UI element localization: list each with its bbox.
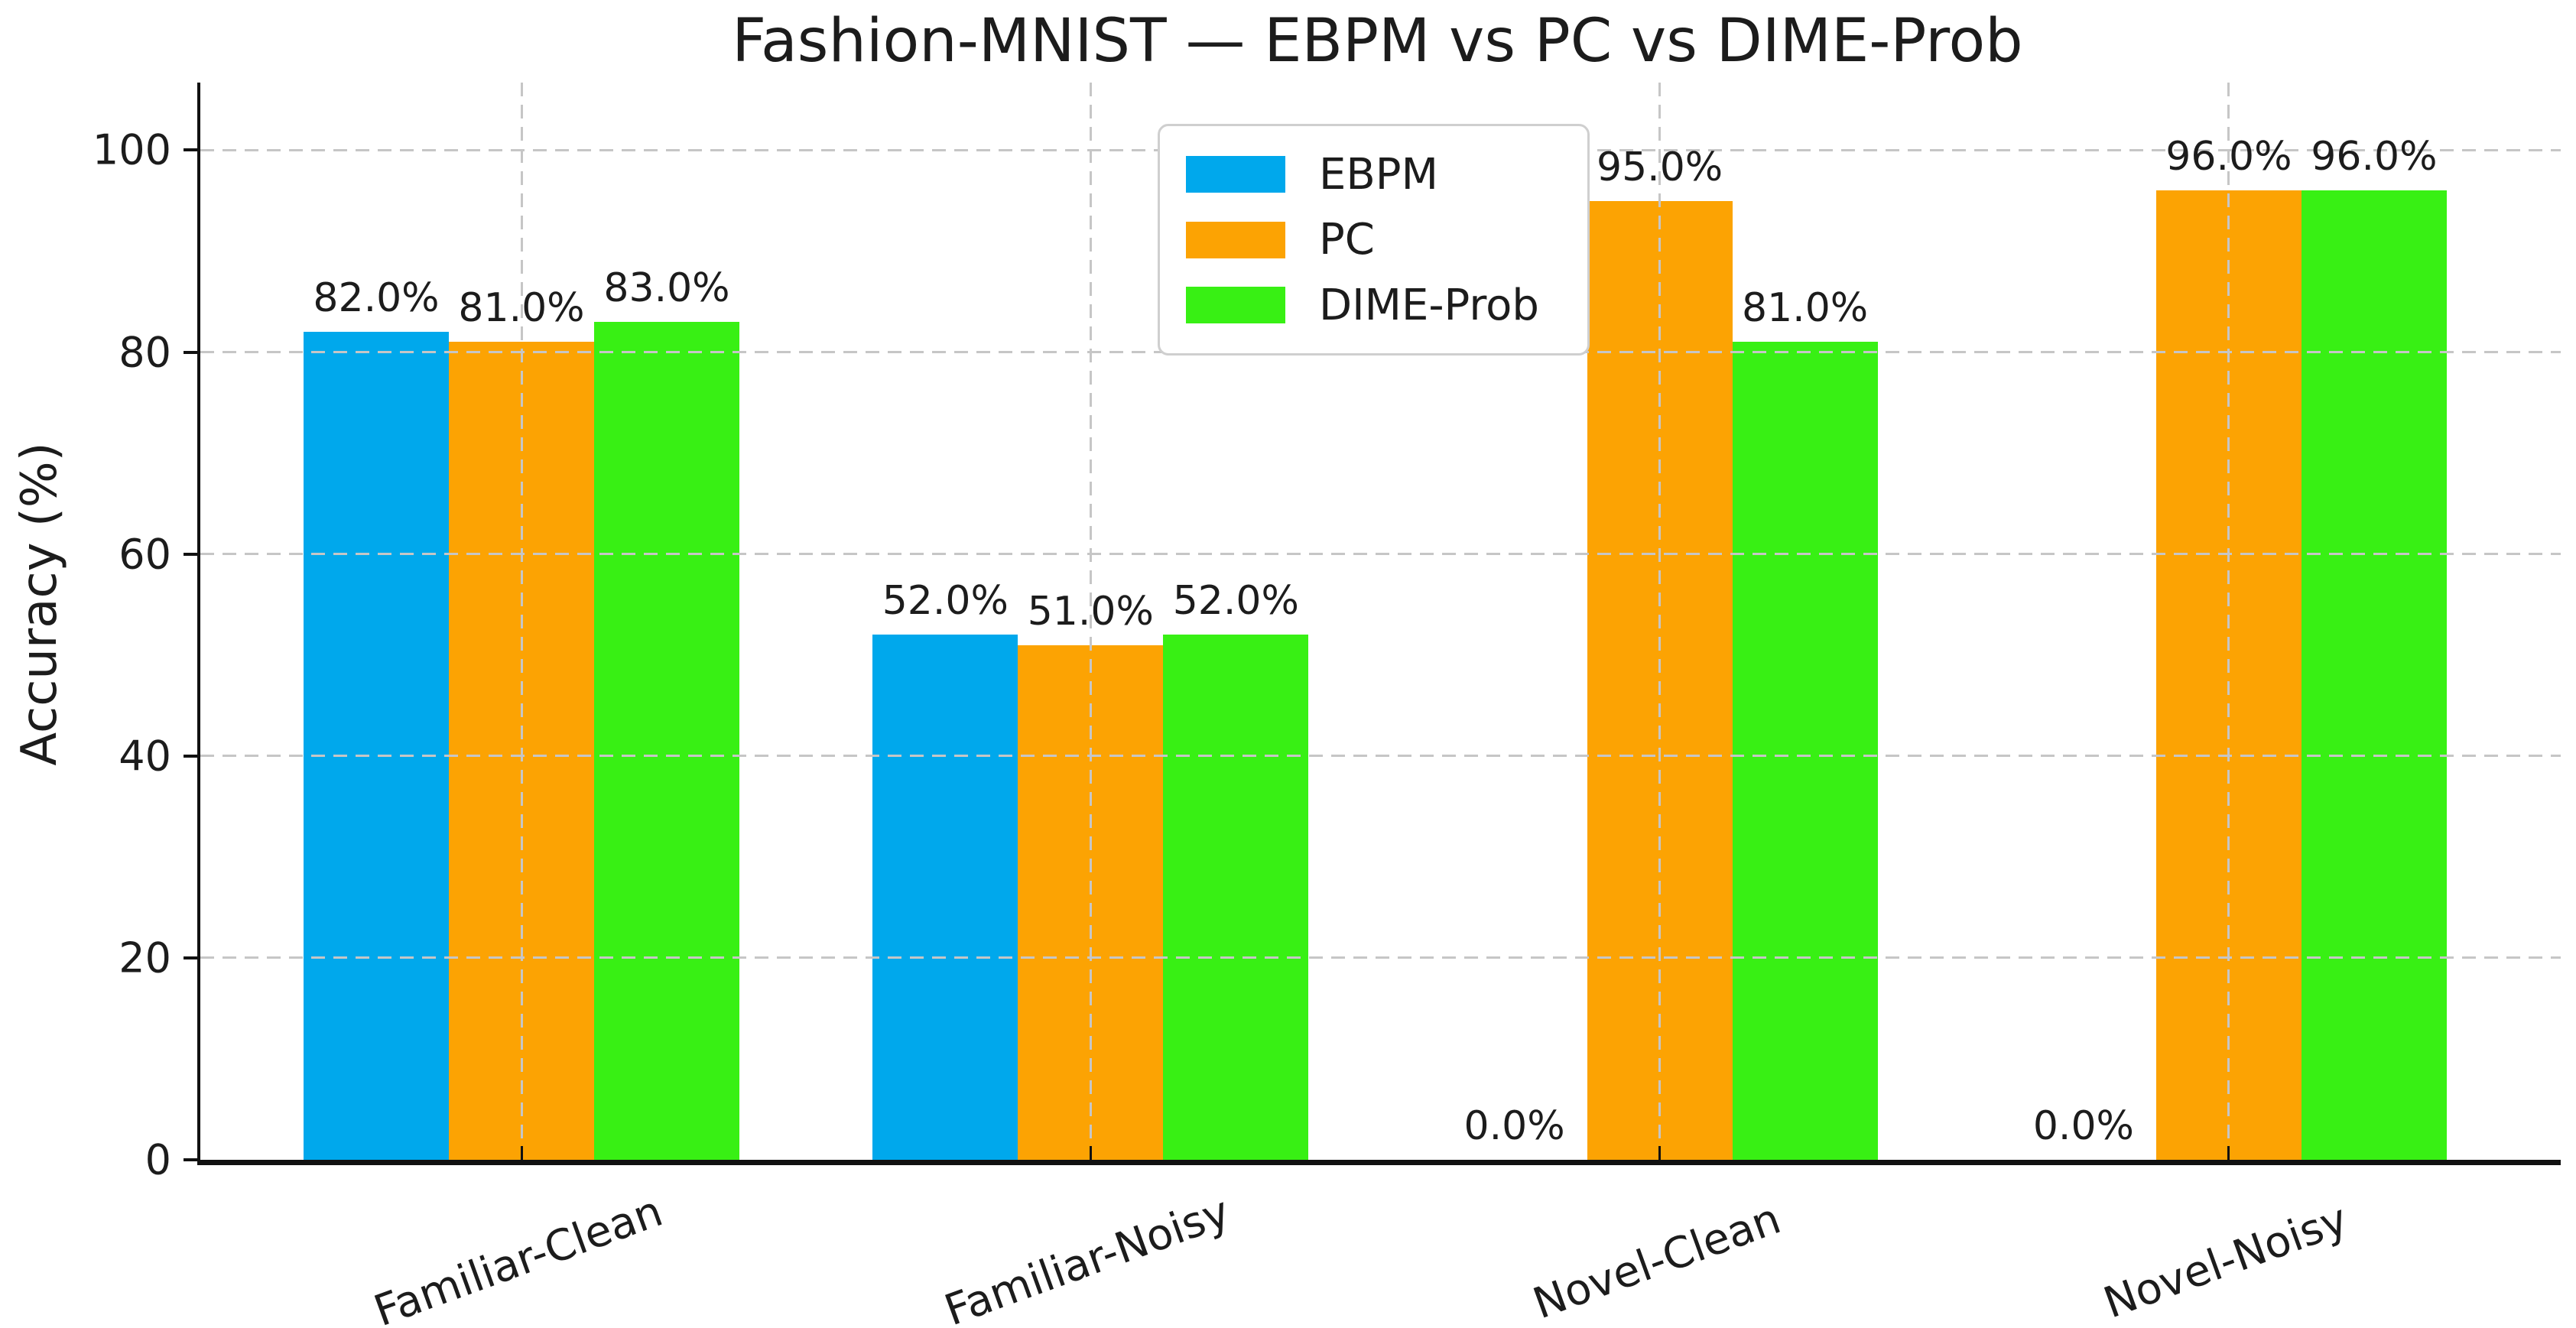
x-tick-mark (1658, 1146, 1662, 1160)
y-tick-label: 60 (119, 530, 171, 579)
legend-swatch (1186, 287, 1285, 323)
y-tick-mark (184, 552, 197, 556)
y-tick-mark (184, 956, 197, 959)
value-label: 96.0% (2311, 134, 2438, 180)
y-axis-label: Accuracy (%) (11, 442, 68, 766)
legend-entry: DIME-Prob (1186, 281, 1561, 330)
grid-line-horizontal (200, 553, 2561, 556)
x-tick-label: Familiar-Noisy (938, 1187, 1236, 1328)
bar (1163, 635, 1309, 1160)
y-tick-label: 20 (119, 933, 171, 982)
x-tick-label: Novel-Noisy (2097, 1194, 2354, 1328)
y-tick-mark (184, 754, 197, 758)
value-label: 52.0% (882, 578, 1009, 625)
value-label: 51.0% (1027, 588, 1154, 635)
chart-title: Fashion-MNIST — EBPM vs PC vs DIME-Prob (732, 7, 2023, 76)
grid-line-vertical (520, 83, 523, 1160)
bar (872, 635, 1018, 1160)
bar (594, 321, 739, 1160)
x-tick-label: Novel-Clean (1526, 1193, 1787, 1328)
value-label: 95.0% (1596, 144, 1723, 190)
value-label: 82.0% (313, 275, 440, 322)
grid-line-vertical (1658, 83, 1662, 1160)
legend-entry: EBPM (1186, 150, 1561, 200)
value-label: 96.0% (2165, 134, 2292, 180)
y-tick-mark (184, 148, 197, 152)
bar (1732, 342, 1878, 1160)
legend-swatch (1186, 221, 1285, 258)
y-tick-label: 0 (145, 1135, 171, 1184)
legend-entry: PC (1186, 215, 1561, 265)
x-tick-mark (1089, 1146, 1092, 1160)
x-tick-mark (520, 1146, 523, 1160)
grid-line-vertical (1089, 83, 1092, 1160)
value-label: 0.0% (1463, 1103, 1565, 1149)
y-tick-label: 100 (92, 125, 171, 174)
bar (304, 332, 449, 1160)
value-label: 83.0% (603, 265, 730, 311)
legend-label: PC (1319, 215, 1375, 265)
legend: EBPM PC DIME-Prob (1158, 124, 1590, 356)
grid-line-vertical (2227, 83, 2230, 1160)
legend-swatch (1186, 156, 1285, 193)
y-tick-label: 80 (119, 328, 171, 377)
x-tick-label: Familiar-Clean (368, 1186, 669, 1328)
value-label: 0.0% (2032, 1103, 2134, 1149)
y-tick-mark (184, 1158, 197, 1161)
value-label: 81.0% (458, 285, 585, 332)
x-tick-mark (2227, 1146, 2230, 1160)
bar (2301, 190, 2447, 1160)
legend-label: EBPM (1319, 149, 1438, 200)
grid-line-horizontal (200, 755, 2561, 758)
value-label: 81.0% (1741, 285, 1869, 332)
y-tick-label: 40 (119, 732, 171, 781)
grid-line-horizontal (200, 956, 2561, 959)
value-label: 52.0% (1172, 578, 1299, 625)
y-tick-mark (184, 350, 197, 354)
legend-label: DIME-Prob (1319, 280, 1539, 330)
